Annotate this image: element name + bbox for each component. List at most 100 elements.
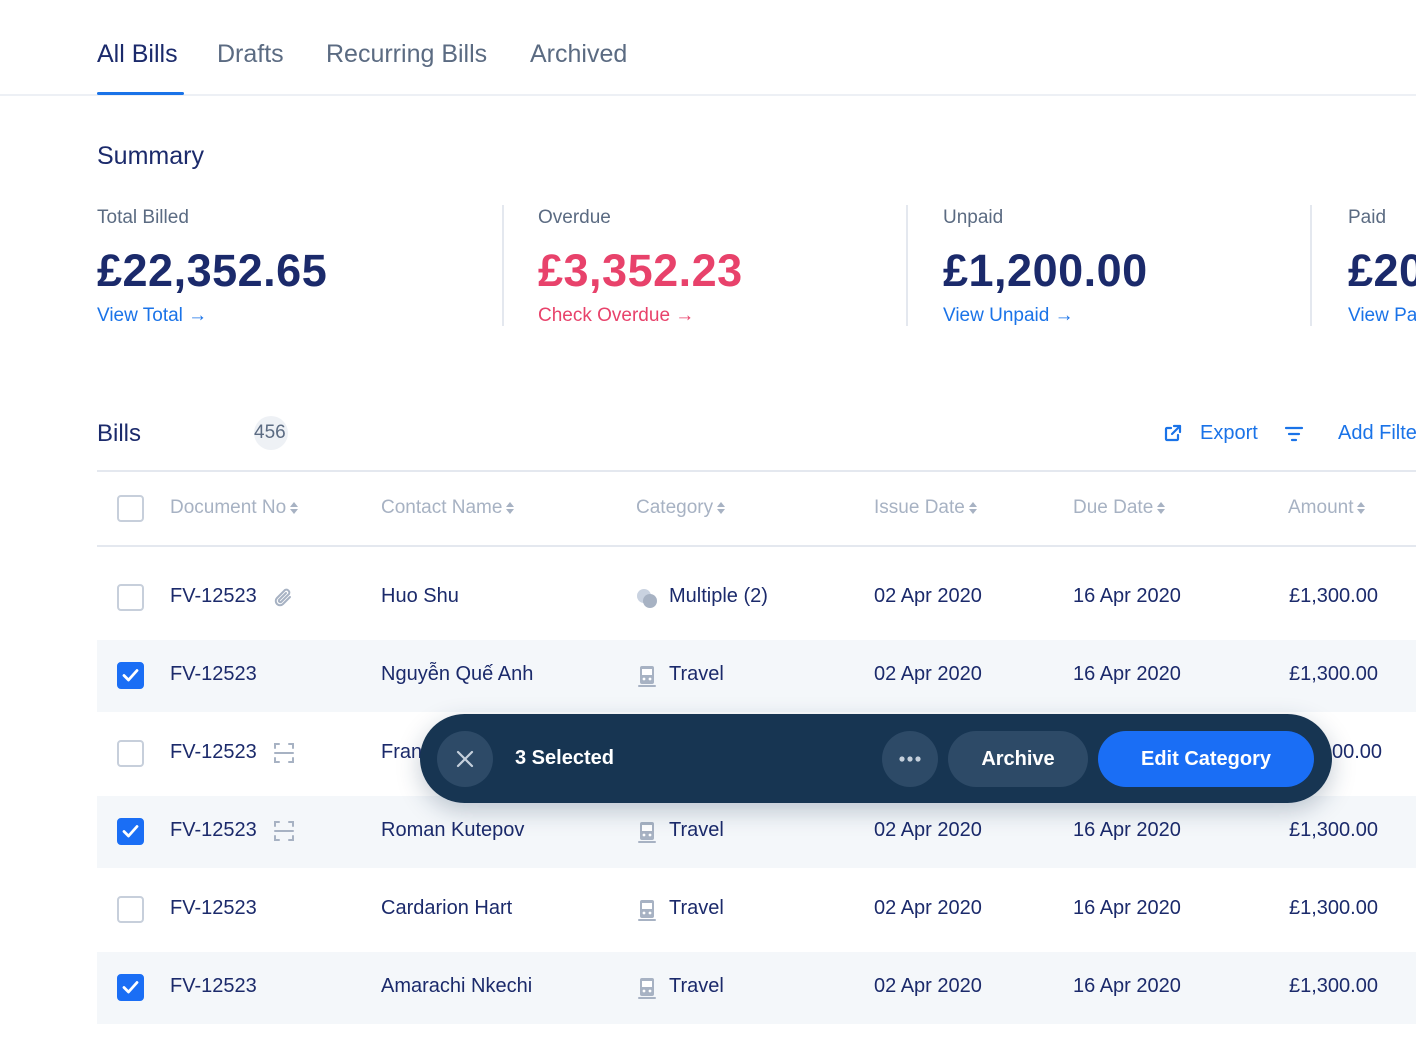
table-row[interactable]	[97, 640, 1416, 712]
contact-name: Fran	[381, 741, 423, 763]
contact-name: Cardarion Hart	[381, 897, 513, 919]
summary-card-paid: Paid £20 View Pa	[1348, 205, 1416, 327]
external-link-icon[interactable]	[1163, 423, 1183, 443]
due-date: 16 Apr 2020	[1073, 897, 1181, 919]
check-icon	[122, 669, 139, 682]
tab-drafts[interactable]: Drafts	[217, 40, 284, 68]
close-selection-button[interactable]	[437, 731, 493, 787]
issue-date: 02 Apr 2020	[874, 663, 982, 685]
column-label: Due Date	[1073, 497, 1154, 518]
amount: £1,300.00	[1289, 663, 1378, 685]
train-icon	[638, 900, 656, 921]
due-date: 16 Apr 2020	[1073, 585, 1181, 607]
card-amount: £3,352.23	[538, 245, 743, 296]
sort-icon	[968, 501, 977, 514]
tab-archived[interactable]: Archived	[530, 40, 628, 68]
row-checkbox[interactable]	[117, 584, 144, 611]
category: Travel	[669, 819, 724, 841]
card-label: Paid	[1348, 207, 1387, 228]
train-icon	[638, 822, 656, 843]
issue-date: 02 Apr 2020	[874, 897, 982, 919]
archive-button[interactable]: Archive	[948, 731, 1088, 787]
due-date: 16 Apr 2020	[1073, 975, 1181, 997]
column-header-issue-date[interactable]: Issue Date	[874, 497, 979, 519]
contact-name: Roman Kutepov	[381, 819, 525, 841]
document-no: FV-12523	[170, 897, 257, 919]
row-checkbox[interactable]	[117, 818, 144, 845]
column-header-due-date[interactable]: Due Date	[1073, 497, 1167, 519]
card-divider	[502, 205, 504, 326]
edit-category-button[interactable]: Edit Category	[1098, 731, 1314, 787]
category: Multiple (2)	[669, 585, 768, 607]
amount: £1,300.00	[1289, 585, 1378, 607]
export-button[interactable]: Export	[1200, 422, 1258, 444]
category: Travel	[669, 975, 724, 997]
card-label: Unpaid	[943, 207, 1004, 228]
view-unpaid-link[interactable]: View Unpaid →	[943, 305, 1074, 326]
document-no: FV-12523	[170, 819, 257, 841]
select-all-checkbox[interactable]	[117, 495, 144, 522]
filter-icon[interactable]	[1284, 425, 1304, 443]
bills-title: Bills	[97, 420, 142, 447]
table-row[interactable]	[97, 796, 1416, 868]
bulk-action-bar: 3 Selected Archive Edit Category	[420, 714, 1332, 803]
scan-icon[interactable]	[273, 742, 295, 764]
card-label: Total Billed	[97, 207, 189, 228]
sort-icon	[1357, 501, 1366, 514]
summary-title: Summary	[97, 142, 204, 170]
view-total-link[interactable]: View Total →	[97, 305, 208, 326]
card-amount: £22,352.65	[97, 245, 328, 296]
sort-icon	[506, 501, 515, 514]
check-overdue-link[interactable]: Check Overdue →	[538, 305, 695, 326]
card-amount: £20	[1348, 245, 1416, 296]
sort-icon	[717, 501, 726, 514]
table-header-divider	[97, 545, 1416, 547]
due-date: 16 Apr 2020	[1073, 663, 1181, 685]
table-divider	[97, 470, 1416, 472]
issue-date: 02 Apr 2020	[874, 819, 982, 841]
paperclip-icon[interactable]	[273, 586, 295, 610]
issue-date: 02 Apr 2020	[874, 975, 982, 997]
card-divider	[906, 205, 908, 326]
selected-count-label: 3 Selected	[515, 747, 614, 769]
contact-name: Amarachi Nkechi	[381, 975, 533, 997]
sort-icon	[290, 501, 299, 514]
column-label: Category	[636, 497, 714, 518]
check-icon	[122, 825, 139, 838]
scan-icon[interactable]	[273, 820, 295, 842]
active-tab-indicator	[97, 92, 184, 95]
more-horizontal-icon	[899, 756, 921, 762]
tab-recurring-bills[interactable]: Recurring Bills	[326, 40, 488, 68]
column-label: Contact Name	[381, 497, 503, 518]
card-amount: £1,200.00	[943, 245, 1148, 296]
row-checkbox[interactable]	[117, 974, 144, 1001]
row-checkbox[interactable]	[117, 662, 144, 689]
multiple-category-icon	[637, 589, 657, 608]
more-actions-button[interactable]	[882, 731, 938, 787]
view-paid-link[interactable]: View Pa	[1348, 305, 1416, 326]
bills-count-badge: 456	[254, 416, 288, 450]
card-label: Overdue	[538, 207, 611, 228]
table-row[interactable]	[97, 952, 1416, 1024]
add-filter-button[interactable]: Add Filte	[1338, 422, 1416, 444]
column-label: Document No	[170, 497, 287, 518]
document-no: FV-12523	[170, 741, 257, 763]
column-header-amount[interactable]: Amount	[1288, 497, 1367, 519]
card-divider	[1310, 205, 1312, 326]
document-no: FV-12523	[170, 585, 257, 607]
contact-name: Nguyễn Quế Anh	[381, 663, 534, 685]
tab-all-bills[interactable]: All Bills	[97, 40, 178, 68]
row-checkbox[interactable]	[117, 740, 144, 767]
document-no: FV-12523	[170, 975, 257, 997]
amount: £1,300.00	[1289, 975, 1378, 997]
column-header-document-no[interactable]: Document No	[170, 497, 300, 519]
column-label: Issue Date	[874, 497, 965, 518]
amount: £1,300.00	[1289, 897, 1378, 919]
issue-date: 02 Apr 2020	[874, 585, 982, 607]
row-checkbox[interactable]	[117, 896, 144, 923]
tab-bar: All Bills Drafts Recurring Bills Archive…	[0, 0, 1416, 96]
column-header-category[interactable]: Category	[636, 497, 727, 519]
amount: 00.00	[1332, 741, 1383, 763]
column-header-contact-name[interactable]: Contact Name	[381, 497, 516, 519]
close-icon	[456, 750, 474, 768]
